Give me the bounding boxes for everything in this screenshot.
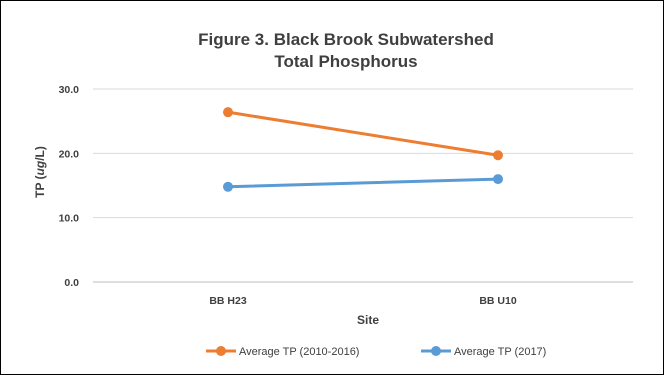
legend: Average TP (2010-2016) Average TP (2017) — [206, 346, 546, 358]
data-point — [493, 150, 503, 161]
data-point — [223, 181, 233, 192]
x-axis-ticks: BB H23 BB U10 — [209, 295, 517, 307]
chart-title-line-2: Total Phosphorus — [274, 52, 417, 71]
y-axis-title-part-2: ug — [33, 160, 47, 175]
y-tick-label: 30.0 — [59, 84, 80, 96]
chart-title: Figure 3. Black Brook Subwatershed Total… — [198, 30, 494, 71]
x-tick-label: BB H23 — [209, 295, 247, 307]
data-point — [493, 174, 503, 185]
y-axis-title-part-1: TP ( — [33, 175, 47, 197]
series-line — [226, 177, 500, 189]
chart-title-line-1: Figure 3. Black Brook Subwatershed — [198, 30, 494, 49]
series-line — [226, 110, 500, 157]
x-axis-title: Site — [357, 313, 379, 327]
y-tick-label: 10.0 — [59, 213, 80, 225]
legend-marker — [216, 346, 226, 356]
y-axis-title-part-3: /L) — [33, 146, 47, 161]
y-axis-title: TP (ug/L) — [33, 146, 47, 198]
legend-label: Average TP (2010-2016) — [239, 346, 359, 358]
data-point — [223, 107, 233, 118]
series-lines — [223, 107, 503, 192]
y-axis-ticks: 0.0 10.0 20.0 30.0 — [59, 84, 80, 289]
legend-label: Average TP (2017) — [454, 346, 546, 358]
x-tick-label: BB U10 — [479, 295, 517, 307]
y-tick-label: 20.0 — [59, 148, 80, 160]
y-tick-label: 0.0 — [64, 277, 79, 289]
legend-marker — [431, 346, 441, 356]
gridlines — [93, 88, 633, 283]
